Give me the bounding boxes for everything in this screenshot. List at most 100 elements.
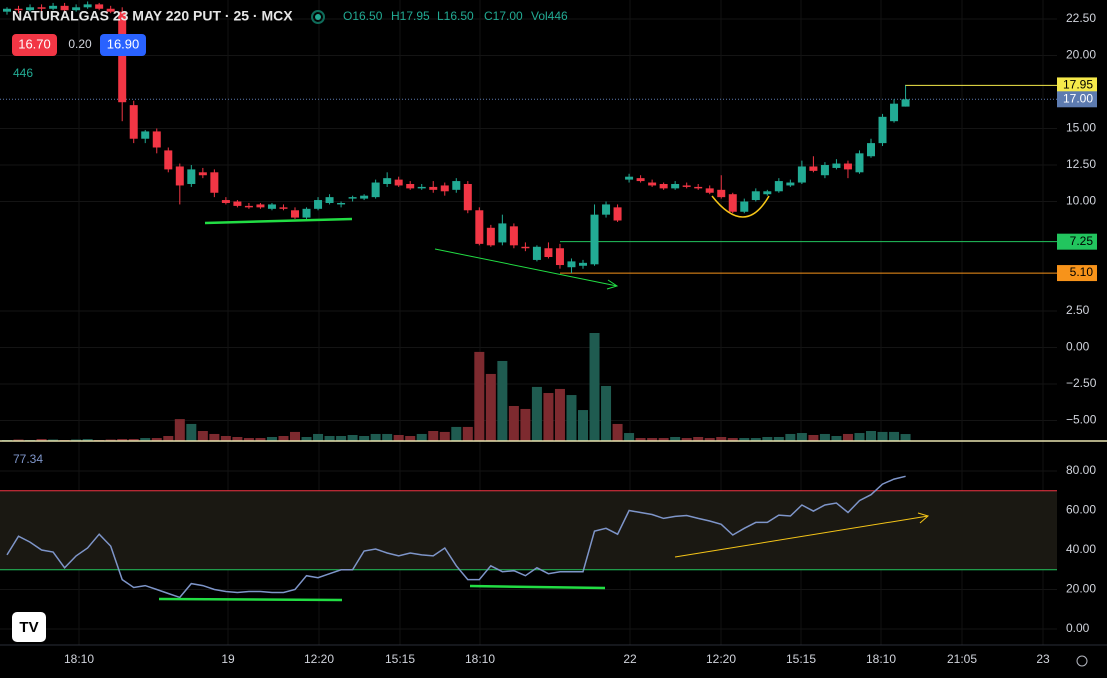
candle-body — [809, 166, 818, 171]
volume-bar — [359, 435, 370, 441]
candle-body — [164, 150, 173, 170]
drawing-arrow — [434, 248, 618, 287]
rsi-tick-label: 20.00 — [1066, 582, 1096, 596]
x-tick-label: 22 — [623, 652, 637, 666]
candle-body — [740, 201, 749, 212]
volume-bar — [889, 431, 900, 441]
candle-body — [129, 105, 138, 139]
volume-bar — [197, 430, 208, 441]
candle-body — [625, 176, 634, 180]
volume-bar — [877, 431, 888, 441]
x-tick-label: 12:20 — [304, 652, 334, 666]
candle-body — [106, 8, 115, 12]
volume-bar — [163, 435, 174, 441]
candle-body — [797, 166, 806, 183]
volume-bar — [831, 435, 842, 441]
volume-bar — [554, 388, 565, 441]
drawing-arrow — [674, 515, 929, 558]
candle-body — [878, 116, 887, 144]
candle-body — [475, 210, 484, 244]
candle-body — [498, 223, 507, 243]
volume-bar — [578, 410, 588, 441]
volume-bar — [785, 433, 796, 441]
volume-bar — [842, 433, 853, 441]
y-tick-label: 12.50 — [1066, 157, 1096, 171]
settings-icon[interactable] — [1076, 655, 1088, 667]
candle-body — [244, 205, 253, 208]
candle-body — [267, 204, 276, 209]
x-tick-label: 21:05 — [947, 652, 977, 666]
rsi-tick-label: 0.00 — [1066, 621, 1090, 635]
rsi-tick-label: 80.00 — [1066, 463, 1096, 477]
candle-body — [325, 197, 334, 203]
price-label: 7.25 — [1070, 234, 1094, 248]
y-tick-label: 22.50 — [1066, 11, 1096, 25]
price-label-box — [1057, 91, 1097, 108]
x-tick-label: 18:10 — [866, 652, 896, 666]
x-tick-label: 15:15 — [385, 652, 415, 666]
ask-price[interactable]: 16.90 — [107, 36, 140, 51]
candle-body — [417, 186, 426, 189]
candle-body — [717, 189, 726, 198]
candle-body — [314, 200, 323, 209]
candle-body — [728, 194, 737, 212]
sell-button[interactable] — [12, 34, 57, 56]
volume-bar — [336, 435, 347, 441]
volume-bar — [716, 436, 727, 441]
volume-bar — [71, 439, 82, 441]
candle-body — [694, 186, 703, 189]
volume-bar — [462, 426, 473, 441]
candle-body — [37, 7, 46, 9]
logo[interactable] — [12, 612, 46, 642]
volume-legend: 446 — [13, 66, 33, 80]
candle-body — [832, 163, 841, 168]
candle-body — [774, 181, 783, 192]
volume-bar — [128, 438, 139, 441]
candle-body — [60, 5, 69, 11]
drawing-line — [158, 597, 343, 602]
rsi-line — [6, 475, 906, 599]
candle-body — [532, 246, 541, 260]
candle-body — [671, 183, 680, 189]
bid-price[interactable]: 16.70 — [18, 36, 51, 51]
candle-body — [486, 227, 495, 246]
candle-body — [452, 181, 461, 190]
rsi-band-fill — [0, 490, 1057, 570]
volume-bar — [750, 438, 761, 441]
volume-bar — [416, 433, 427, 441]
arrow-head — [606, 279, 619, 290]
drawing-line — [204, 217, 353, 225]
volume-bar — [612, 423, 623, 441]
volume-bar — [485, 373, 496, 441]
candle-body — [763, 191, 772, 195]
volume-bar — [48, 439, 59, 441]
y-tick-label: −5.00 — [1066, 413, 1097, 427]
price-label-box — [1057, 77, 1097, 94]
arrow-head — [917, 512, 930, 524]
candle-body — [901, 99, 910, 107]
candle-body — [636, 178, 645, 182]
logo-mark[interactable]: TV — [19, 619, 38, 636]
candle-body — [521, 246, 530, 249]
volume-bar — [290, 431, 300, 441]
candle-body — [371, 182, 380, 198]
volume-bar — [670, 436, 681, 441]
volume-bar — [266, 436, 277, 441]
volume-bar — [186, 423, 197, 441]
candle-body — [855, 153, 864, 173]
buy-button[interactable] — [100, 34, 146, 56]
candle-body — [337, 202, 346, 205]
volume-bar — [819, 433, 830, 441]
volume-bar — [82, 438, 93, 441]
volume-bar — [243, 438, 254, 441]
volume-bar — [451, 426, 462, 441]
volume-bar — [117, 438, 128, 441]
candle-body — [567, 261, 576, 268]
rsi-legend: 77.34 — [13, 452, 43, 466]
candle-body — [291, 210, 299, 218]
x-tick-label: 15:15 — [786, 652, 816, 666]
volume-bar — [140, 438, 151, 441]
candle-body — [429, 186, 438, 190]
